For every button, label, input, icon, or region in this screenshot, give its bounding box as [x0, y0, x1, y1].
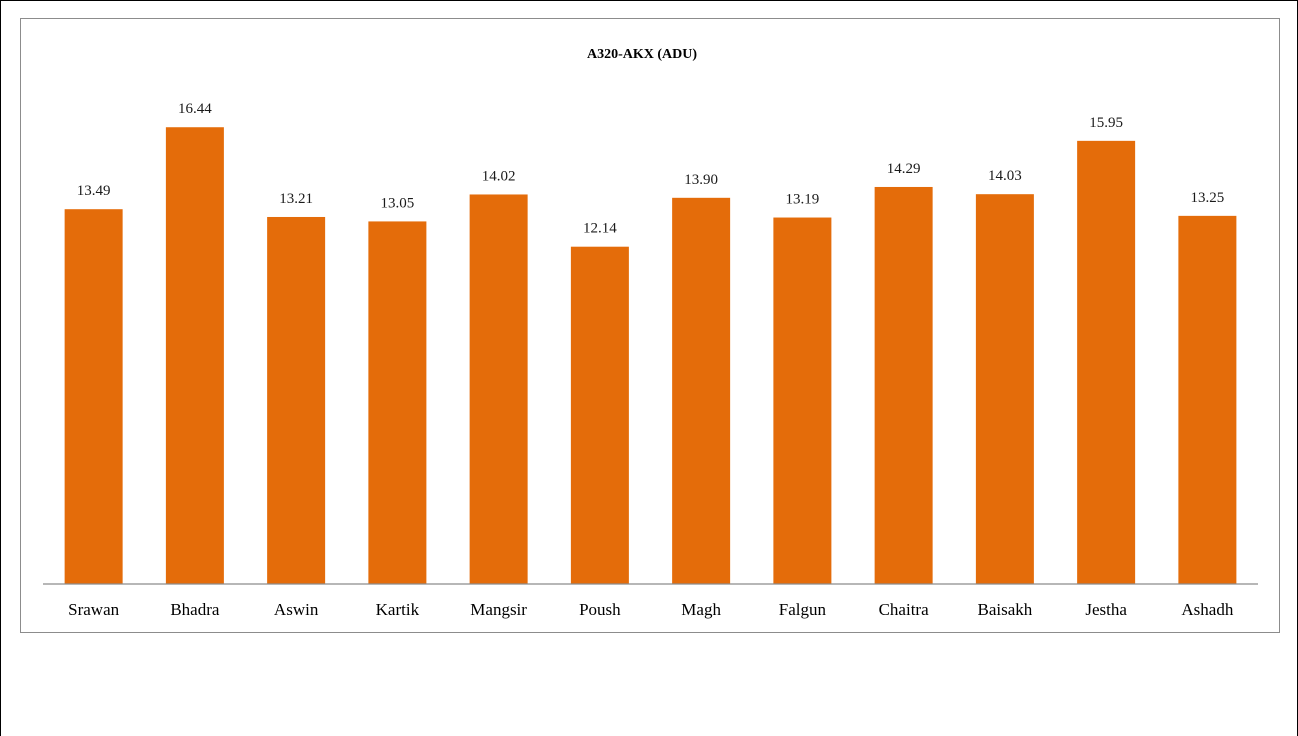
bar-poush [570, 246, 629, 584]
category-label-magh: Magh [681, 600, 721, 619]
value-label-srawan: 13.49 [77, 183, 111, 199]
chart-title: A320-AKX (ADU) [587, 47, 697, 62]
bar-chart: A320-AKX (ADU) 13.49 16.44 13.21 13.05 14.02… [43, 47, 1258, 619]
value-labels-group: 13.49 16.44 13.21 13.05 14.02 12.14 13.90 13.19… [77, 101, 1225, 236]
category-label-chaitra: Chaitra [879, 600, 929, 619]
bar-srawan [64, 209, 123, 584]
value-label-aswin: 13.21 [279, 191, 313, 207]
value-label-chaitra: 14.29 [887, 161, 921, 177]
category-label-aswin: Aswin [274, 600, 319, 619]
value-label-jestha: 15.95 [1089, 115, 1123, 131]
category-label-kartik: Kartik [376, 600, 420, 619]
category-label-bhadra: Bhadra [170, 600, 220, 619]
category-label-ashadh: Ashadh [1181, 600, 1233, 619]
category-labels-group: Srawan Bhadra Aswin Kartik Mangsir Poush Magh F… [68, 600, 1234, 619]
value-label-baisakh: 14.03 [988, 168, 1022, 184]
category-label-poush: Poush [579, 600, 621, 619]
bar-ashadh [1178, 215, 1237, 585]
category-label-srawan: Srawan [68, 600, 119, 619]
value-label-poush: 12.14 [583, 221, 617, 237]
bar-kartik [368, 221, 427, 585]
value-label-kartik: 13.05 [381, 195, 415, 211]
bar-jestha [1077, 140, 1136, 584]
bar-bhadra [165, 127, 224, 584]
bar-aswin [267, 216, 326, 585]
category-label-jestha: Jestha [1085, 600, 1127, 619]
value-label-ashadh: 13.25 [1191, 190, 1225, 206]
category-label-mangsir: Mangsir [470, 600, 527, 619]
bar-mangsir [469, 194, 528, 584]
chart-frame: A320-AKX (ADU) 13.49 16.44 13.21 13.05 14.02… [20, 18, 1280, 633]
bar-falgun [773, 217, 832, 584]
bar-chaitra [874, 186, 933, 584]
bar-baisakh [975, 194, 1034, 584]
value-label-magh: 13.90 [684, 172, 718, 188]
bar-magh [672, 197, 731, 584]
value-label-mangsir: 14.02 [482, 168, 516, 184]
category-label-falgun: Falgun [779, 600, 827, 619]
value-label-bhadra: 16.44 [178, 101, 212, 117]
value-label-falgun: 13.19 [786, 192, 820, 208]
category-label-baisakh: Baisakh [977, 600, 1032, 619]
bars-group [64, 127, 1237, 585]
